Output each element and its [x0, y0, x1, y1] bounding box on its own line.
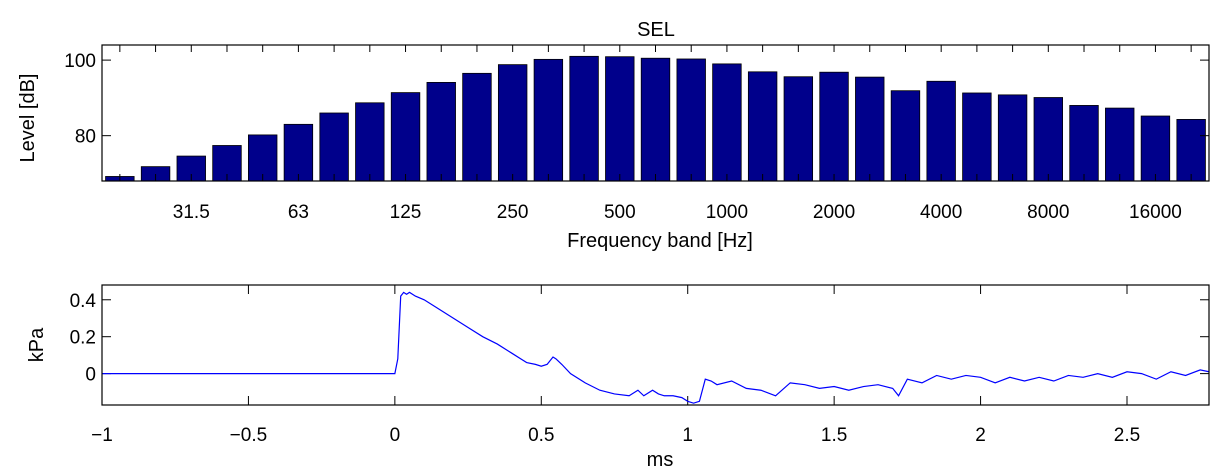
- bar-x-tick-label: 125: [390, 202, 422, 223]
- bar-125: [390, 92, 421, 182]
- bar-y-tick-label: 80: [75, 127, 96, 148]
- bar-x-tick-label: 1000: [706, 202, 748, 223]
- pressure-series-line: [102, 291, 1210, 404]
- bar-3150: [890, 90, 921, 182]
- bar-4000: [926, 80, 956, 182]
- line-y-ticks: 0 0.2 0.4: [70, 291, 1209, 386]
- line-y-axis-label: kPa: [26, 327, 48, 362]
- bar-8000: [1033, 97, 1063, 182]
- bar-x-ticks: 31.5 63 125 250 500 1000 2000 4000 8000 16000: [119, 45, 1192, 223]
- bar-x-axis-label: Frequency band [Hz]: [567, 230, 753, 252]
- line-x-tick-label: 1: [682, 425, 693, 446]
- sel-bar-plot: SEL 31.5 63 125 250 500 1000 2000 4000 8000 16000…: [17, 19, 1210, 252]
- bar-x-tick-label: 63: [288, 202, 309, 223]
- line-x-tick-label: −0.5: [230, 425, 268, 446]
- line-y-tick-label: 0.2: [70, 328, 96, 349]
- line-y-tick-label: 0: [85, 365, 96, 386]
- line-plot-frame: [101, 284, 1210, 406]
- line-x-tick-label: 0: [390, 425, 401, 446]
- bar-63: [283, 123, 314, 182]
- bar-80: [319, 112, 349, 182]
- bar-250: [497, 64, 528, 182]
- line-x-axis-label: ms: [647, 449, 674, 471]
- line-x-tick-label: 1.5: [821, 425, 847, 446]
- bar-x-tick-label: 31.5: [173, 202, 210, 223]
- bar-x-tick-label: 2000: [813, 202, 855, 223]
- line-x-tick-label: 2: [975, 425, 986, 446]
- bar-1600: [783, 76, 814, 182]
- bar-x-tick-label: 500: [604, 202, 636, 223]
- bar-20000: [1176, 119, 1206, 182]
- bar-5000: [962, 92, 992, 182]
- bar-y-tick-label: 100: [64, 51, 96, 72]
- pressure-line-plot: −1 −0.5 0 0.5 1 1.5 2 2.5 0 0.2 0.4 ms kPa: [26, 284, 1210, 471]
- bar-plot-title: SEL: [637, 19, 675, 41]
- bar-12500: [1105, 107, 1135, 182]
- bar-6300: [997, 94, 1028, 182]
- bar-x-tick-label: 8000: [1027, 202, 1069, 223]
- bar-16000: [1140, 115, 1171, 182]
- bar-y-axis-label: Level [dB]: [17, 74, 39, 163]
- line-x-tick-label: 2.5: [1114, 425, 1140, 446]
- line-x-ticks: −1 −0.5 0 0.5 1 1.5 2 2.5: [91, 285, 1140, 446]
- bar-800: [676, 58, 706, 182]
- bar-y-ticks: 80 100: [64, 51, 1209, 148]
- bar-series: [105, 55, 1206, 182]
- bar-2000: [819, 71, 849, 182]
- bar-1250: [747, 71, 778, 182]
- bar-500: [605, 56, 635, 182]
- bar-x-tick-label: 16000: [1129, 202, 1182, 223]
- line-x-tick-label: −1: [91, 425, 113, 446]
- bar-1000: [712, 63, 742, 182]
- line-x-tick-label: 0.5: [528, 425, 554, 446]
- bar-630: [640, 57, 671, 182]
- bar-315: [533, 58, 564, 182]
- bar-10000: [1069, 105, 1099, 182]
- bar-x-tick-label: 4000: [920, 202, 962, 223]
- bar-200: [462, 72, 492, 182]
- line-y-tick-label: 0.4: [70, 291, 97, 312]
- bar-x-tick-label: 250: [497, 202, 529, 223]
- bar-100: [355, 102, 385, 182]
- bar-2500: [855, 76, 885, 182]
- bar-plot-frame: [101, 44, 1210, 182]
- bar-400: [569, 55, 599, 182]
- bar-160: [426, 82, 456, 182]
